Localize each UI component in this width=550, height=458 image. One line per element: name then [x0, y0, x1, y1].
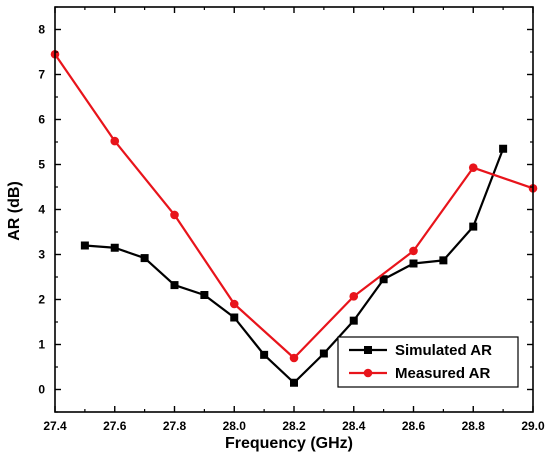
x-tick-label: 28.8 — [462, 419, 486, 433]
x-axis-title: Frequency (GHz) — [225, 435, 353, 452]
data-point-simulated — [170, 281, 179, 290]
data-point-simulated — [379, 275, 388, 284]
y-axis-title: AR (dB) — [6, 181, 23, 241]
y-tick-label: 4 — [38, 203, 45, 217]
data-point-simulated — [319, 349, 328, 358]
y-tick-label: 7 — [38, 68, 45, 82]
data-point-simulated — [80, 241, 89, 250]
x-tick-label: 29.0 — [521, 419, 545, 433]
data-point-measured — [289, 353, 299, 363]
legend-box — [337, 336, 519, 388]
legend-measured-label: Measured AR — [395, 365, 490, 382]
y-tick-label: 6 — [38, 113, 45, 127]
data-point-simulated — [110, 243, 119, 252]
legend-simulated-label: Simulated AR — [395, 342, 492, 359]
data-point-simulated — [439, 256, 448, 265]
series-layer — [50, 49, 538, 387]
y-tick-label: 2 — [38, 293, 45, 307]
data-point-simulated — [349, 316, 358, 325]
data-point-simulated — [260, 350, 269, 359]
y-tick-label: 1 — [38, 338, 45, 352]
data-point-measured — [409, 246, 418, 256]
x-tick-label: 28.0 — [223, 419, 247, 433]
x-tick-label: 27.8 — [163, 419, 187, 433]
data-point-simulated — [230, 313, 239, 322]
data-point-measured — [229, 299, 239, 309]
x-tick-label: 28.4 — [342, 419, 366, 433]
data-point-measured — [110, 136, 120, 146]
y-tick-label: 3 — [38, 248, 45, 262]
y-tick-label: 5 — [38, 158, 45, 172]
data-point-simulated — [499, 144, 508, 153]
x-tick-label: 27.4 — [43, 419, 67, 433]
x-tick-label: 27.6 — [103, 419, 127, 433]
legend-simulated-marker — [364, 346, 372, 354]
data-point-simulated — [290, 378, 298, 387]
data-point-measured — [349, 292, 359, 301]
data-point-measured — [170, 210, 179, 220]
tick-labels: 27.4 27.6 27.8 28.0 28.2 28.4 28.6 28.8 29.0 0 1 2 3… — [38, 23, 545, 434]
x-tick-label: 28.6 — [402, 419, 426, 433]
data-point-simulated — [469, 222, 478, 231]
data-point-simulated — [140, 254, 149, 263]
axes-layer — [54, 6, 534, 413]
x-tick-label: 28.2 — [282, 419, 306, 433]
y-tick-label: 8 — [38, 23, 45, 37]
data-point-simulated — [200, 291, 209, 299]
legend-measured-marker — [363, 368, 373, 378]
data-point-measured — [468, 163, 478, 172]
data-point-simulated — [409, 259, 418, 268]
y-tick-label: 0 — [38, 383, 45, 397]
legend: Simulated AR Measured AR — [337, 336, 519, 388]
